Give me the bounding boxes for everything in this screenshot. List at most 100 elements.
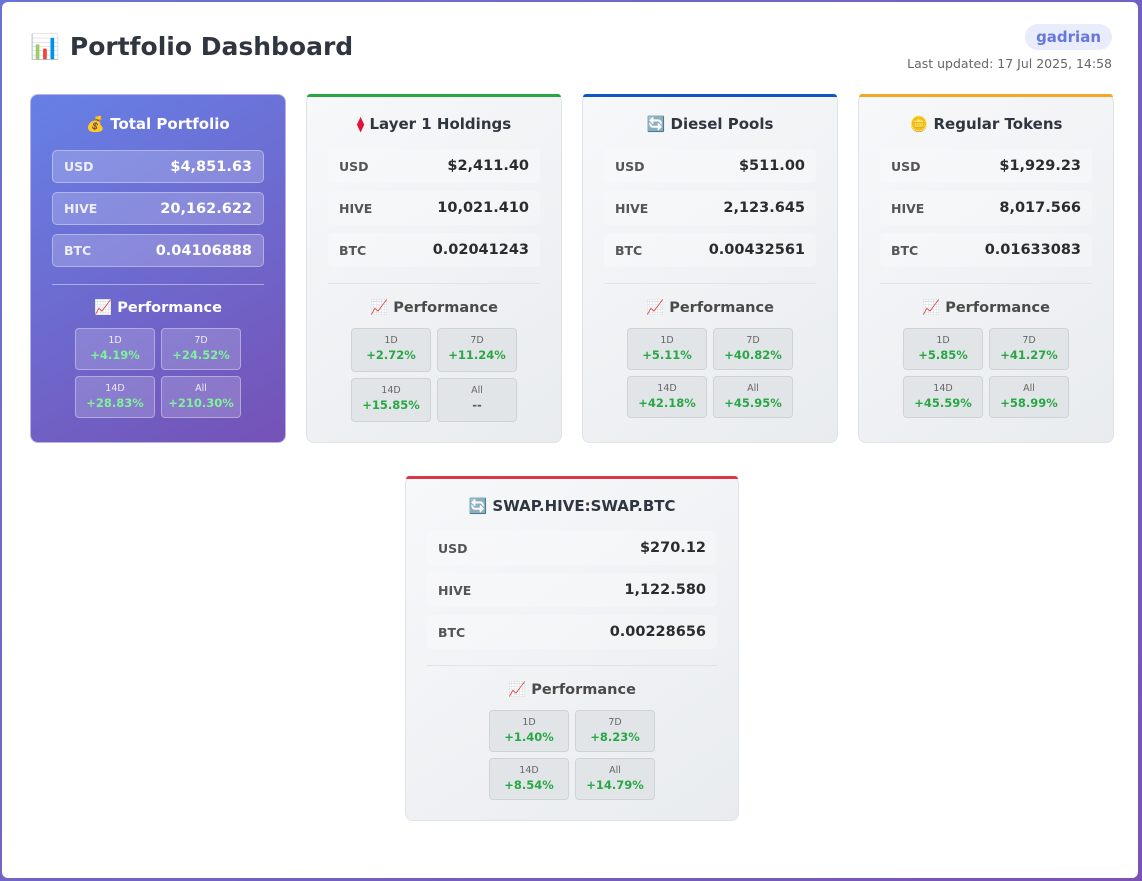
card-title: 🪙 Regular Tokens bbox=[859, 115, 1113, 133]
perf-value: +210.30% bbox=[168, 396, 234, 410]
perf-cell-1d: 1D +5.85% bbox=[903, 328, 983, 370]
divider bbox=[52, 284, 264, 285]
row-label: HIVE bbox=[438, 582, 472, 598]
perf-label: 7D bbox=[470, 335, 484, 346]
swap-pool-card: 🔄 SWAP.HIVE:SWAP.BTC USD $270.12 HIVE 1,12… bbox=[405, 476, 739, 821]
value-rows: USD $2,411.40 HIVE 10,021.410 BTC 0.0204124… bbox=[328, 149, 540, 275]
perf-cell-all: All +45.95% bbox=[713, 376, 793, 418]
header: 📊 Portfolio Dashboard gadrian Last updat… bbox=[30, 24, 1112, 92]
performance-grid: 1D +5.85% 7D +41.27% 14D +45.59% All +58.99% bbox=[903, 328, 1069, 418]
perf-label: 7D bbox=[194, 335, 208, 346]
value-row-hive: HIVE 1,122.580 bbox=[427, 573, 717, 607]
chart-increasing-icon: 📈 bbox=[922, 300, 941, 316]
row-value: $511.00 bbox=[738, 158, 805, 174]
perf-value: +24.52% bbox=[172, 348, 230, 362]
row-value: 0.02041243 bbox=[432, 242, 529, 258]
value-rows: USD $1,929.23 HIVE 8,017.566 BTC 0.01633083 bbox=[880, 149, 1092, 275]
row-label: BTC bbox=[438, 624, 466, 640]
perf-label: 14D bbox=[933, 383, 953, 394]
regular-tokens-card: 🪙 Regular Tokens USD $1,929.23 HIVE 8,017.… bbox=[858, 94, 1114, 443]
last-updated: Last updated: 17 Jul 2025, 14:58 bbox=[907, 56, 1112, 71]
card-title-text: Layer 1 Holdings bbox=[369, 115, 512, 133]
row-value: 8,017.566 bbox=[999, 200, 1081, 216]
divider bbox=[880, 283, 1092, 284]
row-label: USD bbox=[438, 540, 468, 556]
chart-increasing-icon: 📈 bbox=[370, 300, 389, 316]
card-title-text: Total Portfolio bbox=[110, 115, 230, 133]
coin-icon: 🪙 bbox=[909, 115, 929, 133]
perf-label: 14D bbox=[657, 383, 677, 394]
perf-cell-7d: 7D +24.52% bbox=[161, 328, 241, 370]
row-label: USD bbox=[615, 158, 645, 174]
card-title: ⧫ Layer 1 Holdings bbox=[307, 115, 561, 133]
row-value: 10,021.410 bbox=[437, 200, 529, 216]
value-rows: USD $4,851.63 HIVE 20,162.622 BTC 0.0410688… bbox=[52, 150, 264, 276]
chart-increasing-icon: 📈 bbox=[646, 300, 665, 316]
performance-title: 📈 Performance bbox=[406, 681, 738, 698]
divider bbox=[604, 283, 816, 284]
row-label: USD bbox=[339, 158, 369, 174]
perf-cell-all: All +58.99% bbox=[989, 376, 1069, 418]
row-value: 0.00432561 bbox=[708, 242, 805, 258]
diesel-pools-card: 🔄 Diesel Pools USD $511.00 HIVE 2,123.645 … bbox=[582, 94, 838, 443]
value-row-usd: USD $4,851.63 bbox=[52, 150, 264, 183]
layer1-holdings-card: ⧫ Layer 1 Holdings USD $2,411.40 HIVE 10,0… bbox=[306, 94, 562, 443]
perf-cell-1d: 1D +4.19% bbox=[75, 328, 155, 370]
perf-label: 14D bbox=[381, 385, 401, 396]
card-title-text: Regular Tokens bbox=[933, 115, 1063, 133]
perf-label: 1D bbox=[522, 717, 536, 728]
perf-label: 7D bbox=[608, 717, 622, 728]
perf-cell-all: All -- bbox=[437, 378, 517, 422]
row-label: BTC bbox=[891, 242, 919, 258]
perf-value: +5.85% bbox=[918, 348, 968, 362]
perf-cell-14d: 14D +45.59% bbox=[903, 376, 983, 418]
card-title-text: Diesel Pools bbox=[670, 115, 774, 133]
hive-logo-icon: ⧫ bbox=[356, 115, 365, 133]
value-row-btc: BTC 0.04106888 bbox=[52, 234, 264, 267]
perf-cell-14d: 14D +8.54% bbox=[489, 758, 569, 800]
row-value: 0.04106888 bbox=[155, 242, 252, 259]
row-label: HIVE bbox=[615, 200, 649, 216]
performance-grid: 1D +2.72% 7D +11.24% 14D +15.85% All -- bbox=[351, 328, 517, 422]
perf-label: 14D bbox=[519, 765, 539, 776]
perf-cell-1d: 1D +5.11% bbox=[627, 328, 707, 370]
perf-cell-1d: 1D +1.40% bbox=[489, 710, 569, 752]
value-row-btc: BTC 0.00228656 bbox=[427, 615, 717, 649]
row-value: $2,411.40 bbox=[447, 158, 529, 174]
value-row-btc: BTC 0.01633083 bbox=[880, 233, 1092, 267]
money-bag-icon: 💰 bbox=[86, 115, 105, 133]
perf-cell-14d: 14D +15.85% bbox=[351, 378, 431, 422]
perf-value: +11.24% bbox=[448, 348, 506, 362]
perf-cell-14d: 14D +28.83% bbox=[75, 376, 155, 418]
performance-title: 📈 Performance bbox=[31, 299, 285, 316]
perf-label: All bbox=[1023, 383, 1035, 394]
value-row-usd: USD $1,929.23 bbox=[880, 149, 1092, 183]
row-label: BTC bbox=[615, 242, 643, 258]
row-label: HIVE bbox=[891, 200, 925, 216]
perf-label: 7D bbox=[1022, 335, 1036, 346]
perf-cell-all: All +14.79% bbox=[575, 758, 655, 800]
card-title: 🔄 Diesel Pools bbox=[583, 115, 837, 133]
row-value: 0.01633083 bbox=[984, 242, 1081, 258]
perf-value: +40.82% bbox=[724, 348, 782, 362]
row-value: 2,123.645 bbox=[723, 200, 805, 216]
perf-value: +8.54% bbox=[504, 778, 554, 792]
perf-value: +8.23% bbox=[590, 730, 640, 744]
performance-grid: 1D +5.11% 7D +40.82% 14D +42.18% All +45.95% bbox=[627, 328, 793, 418]
perf-label: 7D bbox=[746, 335, 760, 346]
row-value: $1,929.23 bbox=[999, 158, 1081, 174]
performance-title-text: Performance bbox=[945, 300, 1050, 316]
perf-label: All bbox=[747, 383, 759, 394]
perf-label: All bbox=[195, 383, 207, 394]
value-rows: USD $270.12 HIVE 1,122.580 BTC 0.00228656 bbox=[427, 531, 717, 657]
perf-cell-7d: 7D +40.82% bbox=[713, 328, 793, 370]
perf-value: +45.59% bbox=[914, 396, 972, 410]
divider bbox=[427, 665, 717, 666]
perf-cell-all: All +210.30% bbox=[161, 376, 241, 418]
user-badge[interactable]: gadrian bbox=[1025, 24, 1112, 50]
perf-value: +1.40% bbox=[504, 730, 554, 744]
row-label: BTC bbox=[64, 243, 92, 258]
perf-value: +58.99% bbox=[1000, 396, 1058, 410]
perf-label: 1D bbox=[108, 335, 122, 346]
perf-value: -- bbox=[472, 398, 482, 412]
